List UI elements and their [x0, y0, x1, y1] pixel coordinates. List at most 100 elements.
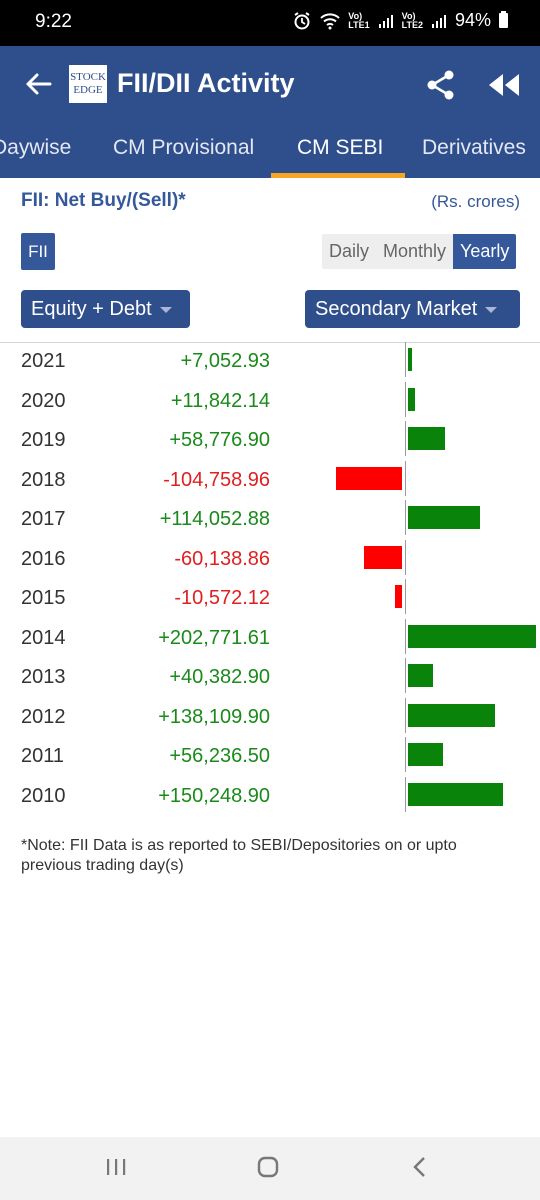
table-row: 2013 +40,382.90	[0, 658, 540, 698]
row-year: 2019	[21, 429, 66, 451]
table-row: 2016 -60,138.86	[0, 539, 540, 580]
share-icon[interactable]	[424, 68, 458, 102]
app-header: STOCK EDGE FII/DII Activity	[0, 46, 540, 122]
row-year: 2017	[21, 508, 66, 530]
table-row: 2019 +58,776.90	[0, 421, 540, 461]
bar-axis	[405, 421, 406, 456]
row-year: 2016	[21, 547, 66, 570]
table-row: 2010 +150,248.90	[0, 776, 540, 817]
row-value: +56,236.50	[169, 745, 270, 767]
table-row: 2015 -10,572.12	[0, 579, 540, 619]
bar-axis	[405, 776, 406, 812]
bar-axis	[405, 539, 406, 575]
recent-apps-icon[interactable]	[105, 1157, 127, 1177]
net-sell-bar	[364, 545, 402, 569]
row-value: +150,248.90	[158, 784, 270, 807]
tab-bar: Daywise CM Provisional CM SEBI Derivativ…	[0, 122, 540, 178]
row-value: -60,138.86	[174, 547, 270, 570]
bar-axis	[405, 579, 406, 614]
net-sell-bar	[335, 466, 402, 490]
table-row: 2021 +7,052.93	[0, 342, 540, 382]
bar-axis	[405, 460, 406, 496]
period-daily-button[interactable]: Daily	[329, 241, 370, 261]
net-buy-bar	[408, 782, 503, 806]
bar-axis	[405, 342, 406, 377]
net-buy-bar	[408, 624, 536, 648]
sim2-indicator: Vo) LTE2	[401, 10, 423, 30]
row-value: -10,572.12	[174, 587, 270, 609]
section-title: FII: Net Buy/(Sell)*	[21, 190, 186, 211]
net-buy-bar	[408, 743, 444, 766]
home-icon[interactable]	[256, 1155, 280, 1179]
units-label: (Rs. crores)	[431, 192, 520, 211]
table-row: 2012 +138,109.90	[0, 697, 540, 738]
period-toggle: Daily Monthly Yearly	[322, 234, 517, 269]
period-yearly-button[interactable]: Yearly	[453, 234, 517, 269]
net-buy-bar	[408, 348, 413, 371]
bar-axis	[405, 500, 406, 535]
row-value: +202,771.61	[158, 626, 270, 649]
bar-axis	[405, 737, 406, 772]
table-row: 2014 +202,771.61	[0, 618, 540, 659]
table-row: 2011 +56,236.50	[0, 737, 540, 777]
divider	[0, 342, 540, 343]
tab-cm-sebi[interactable]: CM SEBI	[297, 136, 384, 159]
row-value: +138,109.90	[158, 705, 270, 728]
active-tab-indicator	[271, 173, 405, 178]
net-buy-bar	[408, 427, 446, 450]
row-year: 2011	[21, 745, 65, 767]
row-value: +40,382.90	[169, 666, 270, 688]
back-icon[interactable]	[410, 1155, 430, 1179]
wifi-icon	[320, 12, 340, 29]
system-nav-bar	[0, 1137, 540, 1200]
rewind-icon[interactable]	[486, 70, 522, 100]
row-value: +11,842.14	[170, 389, 270, 412]
row-value: +58,776.90	[169, 429, 270, 451]
net-buy-bar	[408, 703, 496, 727]
status-time: 9:22	[35, 11, 72, 32]
page-title: FII/DII Activity	[117, 68, 295, 98]
sim1-indicator: Vo) LTE1	[348, 10, 370, 30]
row-year: 2012	[21, 705, 66, 728]
bar-axis	[405, 658, 406, 693]
segment-dropdown[interactable]: Equity + Debt	[21, 290, 190, 328]
period-monthly-button[interactable]: Monthly	[383, 241, 447, 261]
net-buy-bar	[408, 387, 416, 411]
battery-icon	[499, 11, 508, 28]
row-year: 2020	[21, 389, 66, 412]
alarm-icon	[294, 11, 310, 29]
status-bar: 9:22 Vo) LTE1 Vo) LTE2 94%	[0, 0, 540, 46]
row-value: +114,052.88	[159, 508, 270, 530]
row-value: +7,052.93	[180, 350, 270, 372]
signal-icon	[378, 14, 393, 28]
battery-percent: 94%	[454, 10, 491, 30]
table-row: 2018 -104,758.96	[0, 460, 540, 501]
stockedge-logo: STOCK EDGE	[68, 64, 108, 104]
status-icons: Vo) LTE1 Vo) LTE2 94%	[292, 10, 508, 31]
row-year: 2014	[21, 626, 66, 649]
caret-down-icon	[159, 306, 172, 313]
bar-axis	[405, 697, 406, 733]
row-value: -104,758.96	[163, 468, 270, 491]
fii-toggle-button[interactable]: FII	[21, 233, 55, 270]
bar-axis	[405, 381, 406, 417]
bar-axis	[405, 618, 406, 654]
signal-icon	[431, 14, 446, 28]
tab-cm-provisional[interactable]: CM Provisional	[113, 136, 255, 159]
back-arrow-icon[interactable]	[20, 66, 56, 102]
market-dropdown[interactable]: Secondary Market	[305, 290, 520, 328]
net-buy-bar	[408, 506, 480, 529]
row-year: 2018	[21, 468, 66, 491]
caret-down-icon	[485, 306, 498, 313]
row-year: 2015	[21, 587, 66, 609]
market-dropdown-label: Secondary Market	[315, 298, 478, 320]
net-sell-bar	[395, 585, 402, 608]
tab-daywise[interactable]: Daywise	[0, 136, 72, 159]
segment-dropdown-label: Equity + Debt	[31, 298, 152, 320]
row-year: 2010	[21, 784, 66, 807]
row-year: 2013	[21, 666, 66, 688]
row-year: 2021	[21, 350, 66, 372]
table-row: 2020 +11,842.14	[0, 381, 540, 422]
table-row: 2017 +114,052.88	[0, 500, 540, 540]
tab-derivatives[interactable]: Derivatives	[422, 136, 526, 159]
